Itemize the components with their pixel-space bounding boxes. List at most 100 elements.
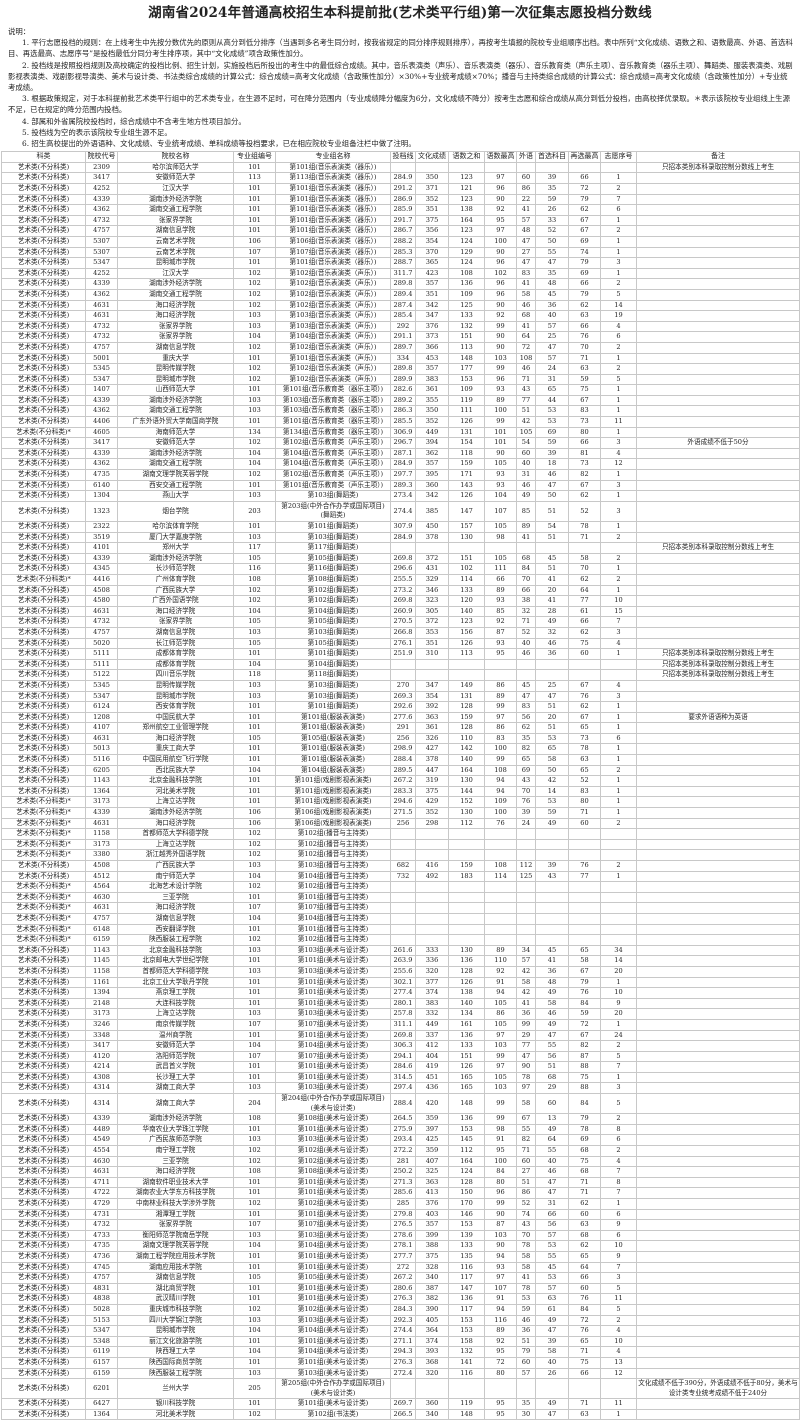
cell-chinese-math-sum: 123 bbox=[448, 616, 485, 628]
cell-category: 艺术类(不分科类) bbox=[1, 1408, 86, 1420]
cell-culture-score bbox=[415, 881, 449, 893]
table-row: 艺术类(不分科类) 4631 海口经济学院 102 第102组(音乐表演类（声乐）) 28… bbox=[1, 299, 800, 312]
cell-preference-order: 3 bbox=[600, 626, 637, 639]
cell-school-code: 4736 bbox=[85, 1251, 118, 1263]
cell-chinese-math-sum: 151 bbox=[448, 331, 485, 343]
cell-cutoff-score: 257.8 bbox=[390, 1008, 416, 1020]
cell-group-name: 第101组(美术与设计类) bbox=[275, 1176, 391, 1189]
cell-school-code: 4308 bbox=[85, 1071, 118, 1084]
cell-remarks bbox=[636, 1367, 800, 1380]
cell-cutoff-score: 269.8 bbox=[390, 1029, 416, 1042]
cell-group-name: 第103组(美术与设计类) bbox=[275, 1314, 391, 1327]
cell-cutoff-score: 277.7 bbox=[390, 1251, 416, 1263]
cell-chinese-math-max: 93 bbox=[484, 479, 517, 492]
cell-culture-score: 310 bbox=[415, 648, 449, 660]
cell-school-name: 河北美术学院 bbox=[117, 785, 234, 798]
cell-remarks bbox=[636, 849, 800, 861]
cell-foreign-language: 42 bbox=[516, 416, 536, 428]
cell-culture-score bbox=[415, 669, 449, 681]
cell-foreign-language: 41 bbox=[516, 531, 536, 544]
cell-culture-score: 449 bbox=[415, 426, 449, 439]
cell-foreign-language: 51 bbox=[516, 1176, 536, 1189]
table-row: 艺术类(不分科类) 3246 南京传媒学院 107 第107组(美术与设计类) 311.1… bbox=[1, 1018, 800, 1031]
cell-remarks bbox=[636, 764, 800, 777]
cell-foreign-language bbox=[516, 1378, 536, 1400]
cell-culture-score: 372 bbox=[415, 616, 449, 628]
cell-preference-order: 4 bbox=[600, 320, 637, 333]
cell-preference-order: 1 bbox=[600, 1198, 637, 1210]
cell-cutoff-score bbox=[390, 934, 416, 946]
table-row: 艺术类(不分科类) 5122 四川音乐学院 118 第118组(舞蹈类) 只招本类别本科录… bbox=[1, 669, 800, 681]
cell-group-code: 103 bbox=[233, 690, 276, 703]
cell-first-subject: 44 bbox=[535, 394, 569, 407]
cell-culture-score: 387 bbox=[415, 1282, 449, 1295]
cell-remarks bbox=[636, 722, 800, 734]
table-row: 艺术类(不分科类) 4339 湖南涉外经济学院 102 第102组(音乐表演类（声乐）)… bbox=[1, 278, 800, 290]
cell-school-name: 郑州航空工业管理学院 bbox=[117, 722, 234, 734]
cell-remarks bbox=[636, 1093, 800, 1115]
table-row: 艺术类(不分科类) 4630 三亚学院 102 第102组(美术与设计类) 281 407 1… bbox=[1, 1155, 800, 1168]
cell-category: 艺术类(不分科类) bbox=[1, 1251, 86, 1263]
cell-cutoff-score: 261.6 bbox=[390, 944, 416, 957]
cell-school-name: 南宁理工学院 bbox=[117, 1145, 234, 1157]
cell-group-code: 102 bbox=[233, 373, 276, 386]
cell-preference-order: 7 bbox=[600, 1187, 637, 1199]
cell-group-name: 第107组(音乐表演类（器乐）) bbox=[275, 246, 391, 259]
cell-preference-order: 1 bbox=[600, 711, 637, 724]
cell-cutoff-score: 271.5 bbox=[390, 807, 416, 819]
cell-group-name: 第103组(美术与设计类) bbox=[275, 1008, 391, 1020]
cell-school-name: 江汉大学 bbox=[117, 183, 234, 195]
cell-group-code: 104 bbox=[233, 447, 276, 460]
note-1: 1. 平行志愿投档的规则：在上线考生中先按分数优先的原则从高分到低分排序（当遇到… bbox=[8, 38, 793, 59]
cell-group-name: 第108组(美术与设计类) bbox=[275, 1166, 391, 1178]
cell-remarks bbox=[636, 458, 800, 471]
cell-chinese-math-max: 92 bbox=[484, 1335, 517, 1348]
cell-remarks bbox=[636, 796, 800, 809]
cell-chinese-math-sum: 117 bbox=[448, 1272, 485, 1284]
cell-group-code: 105 bbox=[233, 637, 276, 650]
cell-first-subject: 53 bbox=[535, 416, 569, 428]
cell-second-subject-max: 59 bbox=[568, 373, 601, 386]
cell-school-name: 湖南工商大学 bbox=[117, 1093, 234, 1115]
cell-school-code: 4107 bbox=[85, 722, 118, 734]
table-row: 艺术类(不分科类) 4362 湖南交通工程学院 104 第104组(音乐教育类（声乐主项… bbox=[1, 458, 800, 471]
cell-cutoff-score: 306.9 bbox=[390, 426, 416, 439]
cell-chinese-math-max: 90 bbox=[484, 341, 517, 354]
cell-school-code: 4757 bbox=[85, 341, 118, 354]
cell-cutoff-score: 274.4 bbox=[390, 1325, 416, 1337]
cell-category: 艺术类(不分科类)* bbox=[1, 902, 86, 914]
cell-culture-score: 431 bbox=[415, 563, 449, 575]
cell-school-name: 湖南信息学院 bbox=[117, 1272, 234, 1284]
cell-group-name: 第101组(音乐表演类（器乐）) bbox=[275, 161, 391, 174]
cell-chinese-math-sum: 164 bbox=[448, 214, 485, 227]
cell-chinese-math-max: 98 bbox=[484, 1123, 517, 1136]
cell-second-subject-max: 72 bbox=[568, 1314, 601, 1327]
cell-cutoff-score: 275.9 bbox=[390, 1123, 416, 1136]
cell-school-name: 四川大学锦江学院 bbox=[117, 1314, 234, 1327]
cell-chinese-math-max bbox=[484, 902, 517, 914]
cell-chinese-math-sum: 136 bbox=[448, 278, 485, 290]
cell-second-subject-max: 71 bbox=[568, 1187, 601, 1199]
cell-school-code: 4757 bbox=[85, 1272, 118, 1284]
cell-group-code: 107 bbox=[233, 246, 276, 259]
cell-cutoff-score: 277.4 bbox=[390, 987, 416, 999]
cell-remarks bbox=[636, 605, 800, 618]
cell-culture-score: 378 bbox=[415, 531, 449, 544]
cell-preference-order: 11 bbox=[600, 1398, 637, 1410]
cell-remarks bbox=[636, 563, 800, 575]
cell-category: 艺术类(不分科类)* bbox=[1, 828, 86, 840]
cell-school-name: 广东外语外贸大学南国商学院 bbox=[117, 416, 234, 428]
cell-second-subject-max bbox=[568, 658, 601, 671]
cell-culture-score: 373 bbox=[415, 331, 449, 343]
cell-first-subject: 47 bbox=[535, 257, 569, 269]
cell-first-subject: 47 bbox=[535, 341, 569, 354]
table-row: 艺术类(不分科类) 4101 郑州大学 117 第117组(舞蹈类) 只招本类别本科录取控… bbox=[1, 542, 800, 554]
cell-culture-score: 364 bbox=[415, 1325, 449, 1337]
cell-culture-score: 357 bbox=[415, 1219, 449, 1231]
cell-remarks bbox=[636, 394, 800, 407]
cell-cutoff-score bbox=[390, 849, 416, 861]
cell-school-code: 3173 bbox=[85, 1008, 118, 1020]
table-row: 艺术类(不分科类) 4252 江汉大学 101 第101组(音乐表演类（器乐）) 291.… bbox=[1, 183, 800, 195]
note-2: 2. 投档线是按照投档规则及高校确定的投档比例、招生计划，实施投档后所投出的考生… bbox=[8, 60, 793, 93]
cell-cutoff-score: 292 bbox=[390, 320, 416, 333]
